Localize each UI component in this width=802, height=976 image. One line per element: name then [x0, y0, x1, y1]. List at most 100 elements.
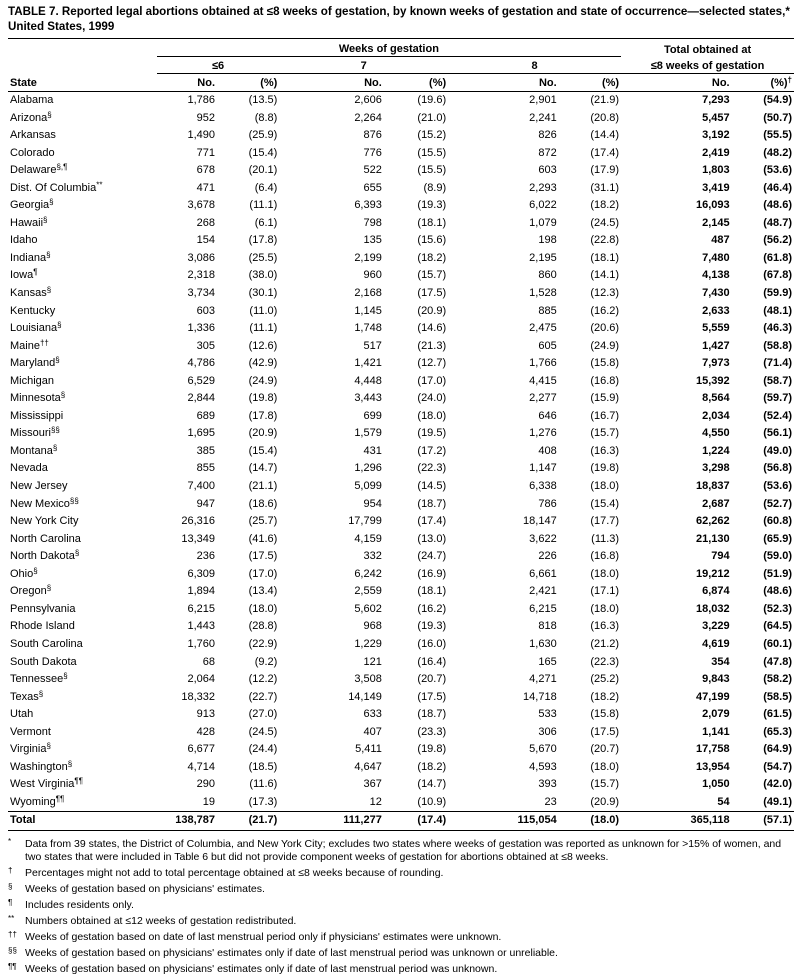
w8-pct-cell: (17.9) [590, 164, 620, 177]
w7-no-cell: 633 [363, 708, 382, 721]
w6-no-cell: 13,349 [181, 532, 216, 545]
state-name: Oregon [10, 585, 47, 598]
total-pct-cell: (58.8) [763, 339, 792, 352]
table-row: Utah 913 (27.0) 633 (18.7) 533 (15.8) 2,… [8, 706, 794, 724]
table-row: North Dakota§ 236 (17.5) 332 (24.7) 226 … [8, 548, 794, 566]
total-group-header-line2: ≤8 weeks of gestation [621, 56, 794, 74]
w8-no-cell: 826 [538, 129, 557, 142]
state-footnote-marker: § [33, 566, 38, 576]
w8-pct-cell: (20.9) [590, 795, 620, 808]
w6-no-cell: 603 [196, 304, 216, 317]
group-header-row: Weeks of gestation Total obtained at [8, 40, 794, 57]
w8-pct-cell: (18.0) [590, 602, 620, 615]
w8-no-cell: 306 [538, 725, 557, 738]
w6-no-cell: 471 [196, 181, 216, 194]
state-cell: Maryland§ [8, 355, 157, 373]
w7-pct-cell: (15.6) [417, 234, 447, 247]
w6-pct-cell: (17.0) [248, 567, 278, 580]
total-pct-cell: (49.1) [763, 795, 792, 808]
w7-pct-cell: (23.3) [417, 725, 447, 738]
state-footnote-marker: § [57, 320, 62, 330]
w8-pct-cell: (15.9) [590, 392, 620, 405]
total-pct-cell: (64.5) [763, 620, 792, 633]
w8-no-cell: 4,415 [529, 374, 557, 387]
w7-pct-cell: (17.4) [383, 811, 449, 831]
table-row: Nevada 855 (14.7) 1,296 (22.3) 1,147 (19… [8, 460, 794, 478]
state-cell: Minnesota§ [8, 390, 157, 408]
total-no-cell: 2,687 [702, 497, 730, 510]
w8-no-cell: 4,593 [529, 760, 557, 773]
w8-no-cell: 603 [538, 164, 557, 177]
w8-no-cell: 393 [538, 778, 557, 791]
total-pct-cell: (53.6) [763, 480, 792, 493]
table-row: Delaware§,¶ 678 (20.1) 522 (15.5) 603 (1… [8, 162, 794, 180]
total-no-cell: 3,192 [702, 129, 730, 142]
state-name: Tennessee [10, 673, 64, 686]
state-cell: Georgia§ [8, 197, 157, 215]
total-pct-cell: (65.3) [763, 725, 792, 738]
w6-pct-cell: (12.6) [248, 339, 278, 352]
state-footnote-marker: ¶ [33, 267, 38, 277]
total-pct-cell: (56.8) [763, 462, 792, 475]
w6-no-cell: 6,677 [187, 743, 216, 756]
state-name: Vermont [10, 725, 51, 738]
w8-pct-cell: (15.8) [590, 357, 620, 370]
footnote-marker: §§ [8, 945, 17, 955]
w8-pct-cell: (15.8) [590, 708, 620, 721]
footnote: § Weeks of gestation based on physicians'… [8, 880, 794, 896]
total-no-cell: 54 [717, 795, 730, 808]
w6-no-cell: 1,443 [187, 620, 216, 633]
total-no-cell: 3,298 [702, 462, 730, 475]
w6-pct-cell: (41.6) [248, 532, 278, 545]
footnote-marker: * [8, 836, 12, 846]
total-pct-cell: (59.0) [763, 550, 792, 563]
state-name: Michigan [10, 374, 55, 387]
w8-pct-cell: (12.3) [590, 287, 620, 300]
w8-pct-cell: (21.9) [590, 94, 620, 106]
w6-pct-cell: (17.8) [248, 409, 278, 422]
w6-no-cell: 1,490 [187, 129, 216, 142]
state-cell: Arizona§ [8, 110, 157, 128]
state-footnote-marker: § [43, 215, 48, 225]
table-row: Maine†† 305 (12.6) 517 (21.3) 605 (24.9)… [8, 338, 794, 356]
state-name: New Mexico [10, 497, 70, 510]
table-row: Arizona§ 952 (8.8) 2,264 (21.0) 2,241 (2… [8, 110, 794, 128]
w8-no-cell: 2,901 [529, 94, 557, 106]
w7-pct-cell: (8.9) [423, 181, 447, 194]
table-row: New Jersey 7,400 (21.1) 5,099 (14.5) 6,3… [8, 478, 794, 496]
w6-pct-cell: (20.1) [248, 164, 278, 177]
total-pct-cell: (59.7) [763, 392, 792, 405]
state-name: Colorado [10, 146, 55, 159]
state-name: Alabama [10, 94, 54, 106]
total-no-cell: 7,293 [702, 94, 730, 106]
state-footnote-marker: § [46, 583, 52, 593]
w7-no-cell: 6,393 [354, 199, 382, 212]
w6-pct-cell: (11.1) [249, 322, 278, 335]
w7-no-cell: 960 [363, 269, 382, 282]
w8-pct-cell: (20.8) [590, 111, 620, 124]
total-no-cell: 7,480 [702, 251, 730, 264]
total-no-cell: 2,145 [702, 216, 730, 229]
w6-pct-cell: (25.7) [248, 515, 278, 528]
w6-pct-cell: (18.0) [248, 602, 278, 615]
table-row: Pennsylvania 6,215 (18.0) 5,602 (16.2) 6… [8, 601, 794, 619]
state-name: Pennsylvania [10, 602, 76, 615]
state-name: Nevada [10, 462, 48, 475]
state-name: Utah [10, 708, 34, 721]
w7-no-cell: 12 [369, 795, 382, 808]
table-row: New York City 26,316 (25.7) 17,799 (17.4… [8, 513, 794, 531]
state-cell: Rhode Island [8, 618, 157, 636]
state-name: Rhode Island [10, 620, 75, 633]
table-row: South Dakota 68 (9.2) 121 (16.4) 165 (22… [8, 654, 794, 672]
total-no-cell: 794 [711, 550, 730, 563]
state-name: Washington [10, 760, 68, 773]
w6-no-cell: 1,695 [187, 427, 216, 440]
w8-no-cell: 1,079 [529, 216, 557, 229]
table-row: Kansas§ 3,734 (30.1) 2,168 (17.5) 1,528 … [8, 285, 794, 303]
w6-pct-cell: (18.6) [248, 497, 278, 510]
total-no-cell: 5,457 [702, 111, 730, 124]
total-no-cell: 2,633 [702, 304, 730, 317]
w8-no-cell: 2,241 [529, 111, 557, 124]
w8-no-cell: 1,766 [529, 357, 557, 370]
total-pct-cell: (54.9) [763, 94, 792, 106]
